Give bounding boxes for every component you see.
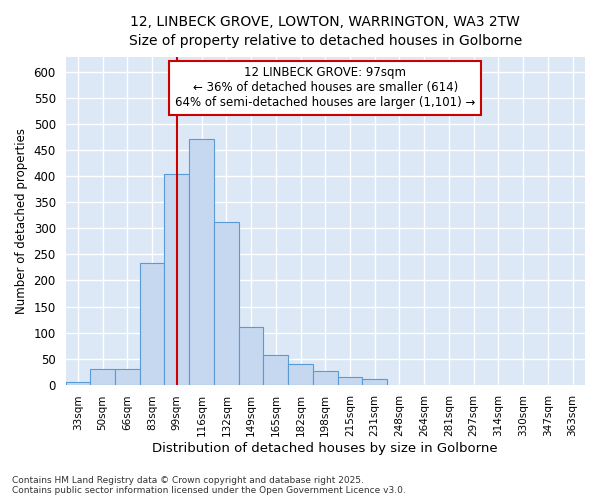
Bar [214,222,239,384]
Text: Contains HM Land Registry data © Crown copyright and database right 2025.
Contai: Contains HM Land Registry data © Crown c… [12,476,406,495]
Bar [313,370,338,384]
X-axis label: Distribution of detached houses by size in Golborne: Distribution of detached houses by size … [152,442,498,455]
Bar [140,264,164,384]
Title: 12, LINBECK GROVE, LOWTON, WARRINGTON, WA3 2TW
Size of property relative to deta: 12, LINBECK GROVE, LOWTON, WARRINGTON, W… [128,15,522,48]
Bar [115,369,140,384]
Bar [164,174,189,384]
Bar [65,382,90,384]
Bar [90,369,115,384]
Bar [263,355,288,384]
Bar [239,328,263,384]
Bar [288,364,313,384]
Y-axis label: Number of detached properties: Number of detached properties [15,128,28,314]
Bar [338,377,362,384]
Bar [189,139,214,384]
Text: 12 LINBECK GROVE: 97sqm
← 36% of detached houses are smaller (614)
64% of semi-d: 12 LINBECK GROVE: 97sqm ← 36% of detache… [175,66,475,110]
Bar [362,380,387,384]
